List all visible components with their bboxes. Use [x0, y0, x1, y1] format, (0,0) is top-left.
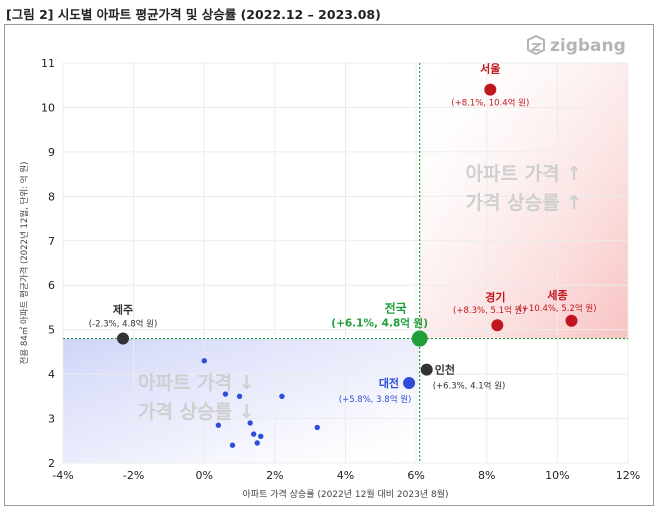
- x-axis-ticks: -4% -2% 0% 2% 4% 6% 8% 10% 12%: [52, 469, 640, 482]
- y-tick-label: 8: [48, 190, 55, 203]
- reference-lines: [63, 63, 628, 463]
- data-point: [250, 431, 257, 437]
- data-point: [258, 433, 264, 440]
- x-tick-label: 6%: [407, 469, 424, 482]
- x-tick-label: -4%: [52, 469, 73, 482]
- data-point: [279, 393, 285, 400]
- point-label: 전국: [385, 301, 407, 316]
- x-tick-label: 8%: [478, 469, 495, 482]
- point-label: 대전: [379, 376, 399, 390]
- point-sublabel: (+8.1%, 10.4억 원): [451, 98, 529, 109]
- brand-name: zigbang: [550, 36, 626, 56]
- y-tick-label: 2: [48, 457, 55, 470]
- figure-title: [그림 2] 시도별 아파트 평균가격 및 상승률 (2022.12 – 202…: [6, 7, 381, 22]
- y-tick-label: 3: [48, 413, 55, 426]
- chart-frame: 아파트 가격 ↑ 가격 상승률 ↑ 아파트 가격 ↓ 가격 상승률 ↓ -4% -…: [4, 24, 654, 506]
- point-label: 인천: [435, 363, 455, 377]
- grid-lines: [62, 62, 629, 464]
- data-point: [491, 319, 504, 332]
- data-point: [215, 422, 222, 428]
- point-label: 서울: [480, 62, 500, 76]
- point-sublabel: (+10.4%, 5.2억 원): [518, 303, 596, 314]
- x-tick-label: 4%: [337, 469, 354, 482]
- data-point: [411, 330, 428, 347]
- point-sublabel: (+5.8%, 3.8억 원): [339, 394, 412, 405]
- data-points: [117, 83, 578, 448]
- x-tick-label: 2%: [266, 469, 283, 482]
- x-tick-label: 0%: [196, 469, 213, 482]
- upper-right-quadrant-label: 가격 상승률 ↑: [466, 192, 583, 214]
- x-tick-label: 12%: [616, 469, 640, 482]
- y-tick-label: 11: [41, 57, 55, 70]
- data-point: [403, 377, 416, 389]
- point-labels: 서울(+8.1%, 10.4억 원)세종(+10.4%, 5.2억 원)경기(+…: [89, 62, 597, 405]
- point-sublabel: (+6.1%, 4.8억 원): [331, 317, 428, 330]
- y-tick-label: 10: [41, 101, 55, 114]
- data-point: [222, 391, 229, 397]
- x-tick-label: -2%: [123, 469, 144, 482]
- upper-right-quadrant-shading: [419, 63, 628, 339]
- y-tick-label: 5: [48, 324, 55, 337]
- zigbang-logo: zigbang: [527, 34, 626, 56]
- lower-left-quadrant-shading: [63, 338, 420, 463]
- data-point: [236, 393, 243, 400]
- data-point: [420, 363, 433, 376]
- x-axis-label: 아파트 가격 상승률 (2022년 12월 대비 2023년 8월): [243, 488, 449, 500]
- point-sublabel: (+6.3%, 4.1억 원): [433, 381, 506, 392]
- point-label: 제주: [113, 303, 133, 317]
- point-label: 경기: [485, 290, 505, 304]
- point-sublabel: (-2.3%, 4.8억 원): [89, 319, 158, 330]
- y-tick-label: 4: [48, 368, 55, 381]
- data-point: [229, 442, 236, 448]
- data-point: [247, 420, 253, 426]
- y-tick-label: 9: [48, 146, 55, 159]
- y-axis-label: 전용 84㎡ 아파트 평균가격 (2022년 12월, 단위: 억 원): [19, 162, 30, 365]
- data-point: [254, 440, 260, 446]
- lower-left-quadrant-label: 아파트 가격 ↓: [138, 372, 255, 394]
- point-sublabel: (+8.3%, 5.1억 원): [453, 305, 526, 316]
- data-point: [565, 314, 578, 327]
- scatter-chart: 아파트 가격 ↑ 가격 상승률 ↑ 아파트 가격 ↓ 가격 상승률 ↓ -4% -…: [19, 34, 640, 500]
- x-tick-label: 10%: [545, 469, 569, 482]
- data-point: [201, 358, 207, 364]
- data-point: [314, 424, 320, 431]
- upper-right-quadrant-label: 아파트 가격 ↑: [466, 163, 583, 185]
- lower-left-quadrant-label: 가격 상승률 ↓: [138, 401, 255, 423]
- data-point: [484, 83, 497, 96]
- zigbang-logo-icon: [527, 34, 545, 56]
- data-point: [117, 332, 130, 345]
- y-tick-label: 7: [48, 235, 55, 248]
- y-tick-label: 6: [48, 279, 55, 292]
- y-axis-ticks: 2 3 4 5 6 7 8 9 10 11: [41, 57, 55, 470]
- point-label: 세종: [547, 288, 567, 302]
